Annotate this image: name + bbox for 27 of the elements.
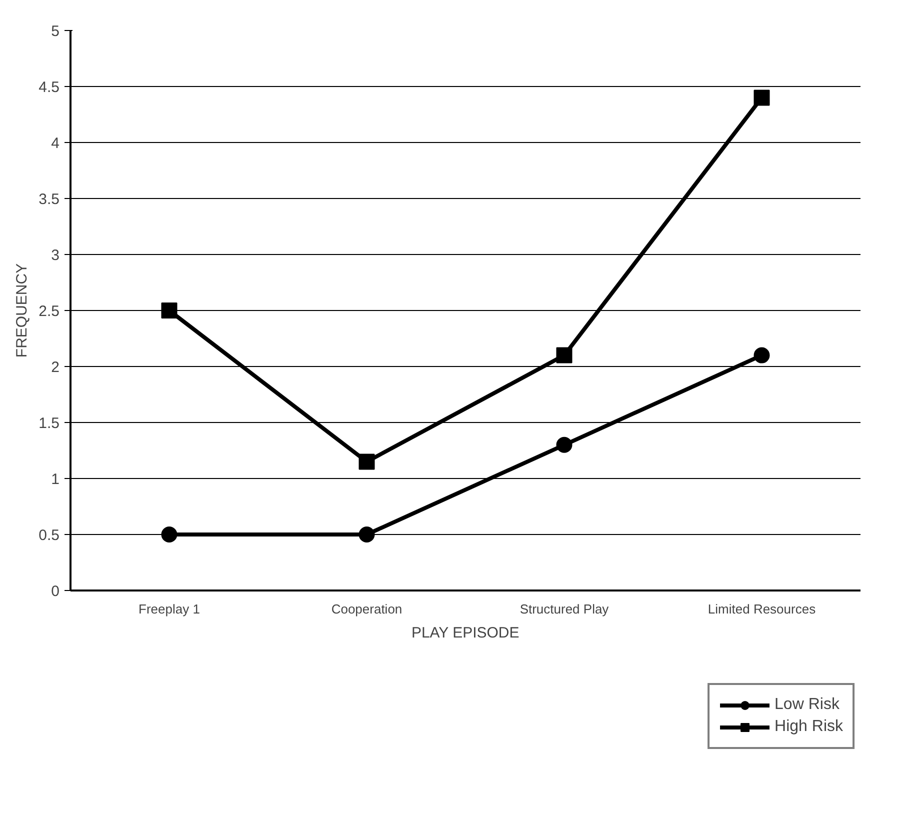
y-tick-label: 4.5 xyxy=(38,79,60,96)
y-tick-label: 1.5 xyxy=(38,415,60,432)
point xyxy=(161,302,178,318)
y-axis-title: FREQUENCY xyxy=(14,263,31,358)
y-tick-label: 2 xyxy=(51,359,60,376)
x-tick-label: Limited Resources xyxy=(708,602,816,616)
point xyxy=(161,526,178,542)
y-tick-label: 3 xyxy=(51,247,60,264)
point xyxy=(754,90,770,106)
y-tick-label: 4 xyxy=(51,135,60,152)
x-axis-title: PLAY EPISODE xyxy=(411,624,520,642)
y-tick-label: 0 xyxy=(51,583,60,600)
x-tick-label: Structured Play xyxy=(520,602,610,616)
y-tick-label: 2.5 xyxy=(38,303,60,320)
point xyxy=(358,454,375,470)
y-tick-label: 0.5 xyxy=(38,527,60,544)
point xyxy=(754,347,770,364)
x-tick-label: Cooperation xyxy=(331,602,402,616)
x-tick-label: Freeplay 1 xyxy=(138,602,200,616)
legend-label: Low Risk xyxy=(774,696,840,714)
point xyxy=(556,347,572,364)
y-tick-label: 1 xyxy=(51,471,60,488)
point xyxy=(358,526,375,542)
y-tick-label: 5 xyxy=(51,23,60,40)
legend-label: High Risk xyxy=(774,718,843,736)
y-tick-label: 3.5 xyxy=(38,191,60,208)
point xyxy=(556,436,572,453)
